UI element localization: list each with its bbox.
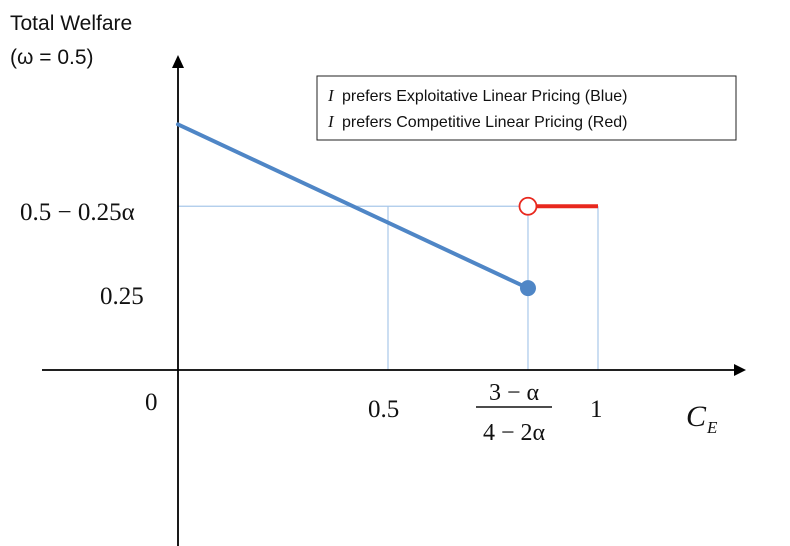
x-tick-label-frac-num: 3 − α <box>489 380 540 406</box>
x-tick-label-frac-den: 4 − 2α <box>483 420 546 446</box>
x-axis-arrow <box>734 364 746 376</box>
x-axis-label-subscript: E <box>706 418 718 437</box>
chart-title-line2: (ω = 0.5) <box>10 46 94 69</box>
x-tick-label-half: 0.5 <box>368 396 399 423</box>
chart-title-line1: Total Welfare <box>10 12 132 35</box>
x-tick-label-one: 1 <box>590 396 603 423</box>
series-group <box>176 122 598 297</box>
series-blue-end-marker <box>519 280 536 297</box>
legend-entry-red: prefers Competitive Linear Pricing (Red) <box>342 114 627 131</box>
legend-entry-blue: prefers Exploitative Linear Pricing (Blu… <box>342 88 627 105</box>
legend-box <box>316 75 737 141</box>
series-blue-line <box>176 122 530 291</box>
y-tick-label-quarter: 0.25 <box>100 283 144 310</box>
y-tick-label-top: 0.5 − 0.25α <box>20 199 135 226</box>
y-axis-arrow <box>172 55 184 68</box>
series-red-start-marker <box>518 196 538 216</box>
x-axis-label: C <box>686 400 707 433</box>
legend-symbol-1: I <box>327 86 335 105</box>
legend: I prefers Exploitative Linear Pricing (B… <box>316 75 737 141</box>
origin-label: 0 <box>145 389 158 416</box>
legend-symbol-2: I <box>327 112 335 131</box>
